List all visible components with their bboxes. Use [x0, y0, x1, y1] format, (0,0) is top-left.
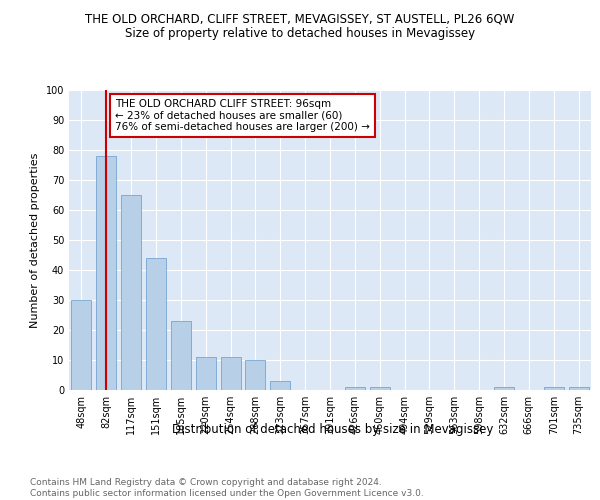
Text: THE OLD ORCHARD, CLIFF STREET, MEVAGISSEY, ST AUSTELL, PL26 6QW: THE OLD ORCHARD, CLIFF STREET, MEVAGISSE…	[85, 12, 515, 26]
Bar	[171, 321, 191, 390]
Bar	[146, 258, 166, 390]
Bar	[97, 156, 116, 390]
Bar	[544, 387, 563, 390]
Text: Size of property relative to detached houses in Mevagissey: Size of property relative to detached ho…	[125, 28, 475, 40]
Bar	[271, 381, 290, 390]
Bar	[494, 387, 514, 390]
Bar	[345, 387, 365, 390]
Bar	[245, 360, 265, 390]
Text: Distribution of detached houses by size in Mevagissey: Distribution of detached houses by size …	[172, 422, 494, 436]
Bar	[121, 195, 141, 390]
Bar	[221, 357, 241, 390]
Y-axis label: Number of detached properties: Number of detached properties	[30, 152, 40, 328]
Bar	[370, 387, 389, 390]
Bar	[196, 357, 215, 390]
Bar	[71, 300, 91, 390]
Text: THE OLD ORCHARD CLIFF STREET: 96sqm
← 23% of detached houses are smaller (60)
76: THE OLD ORCHARD CLIFF STREET: 96sqm ← 23…	[115, 99, 370, 132]
Text: Contains HM Land Registry data © Crown copyright and database right 2024.
Contai: Contains HM Land Registry data © Crown c…	[30, 478, 424, 498]
Bar	[569, 387, 589, 390]
